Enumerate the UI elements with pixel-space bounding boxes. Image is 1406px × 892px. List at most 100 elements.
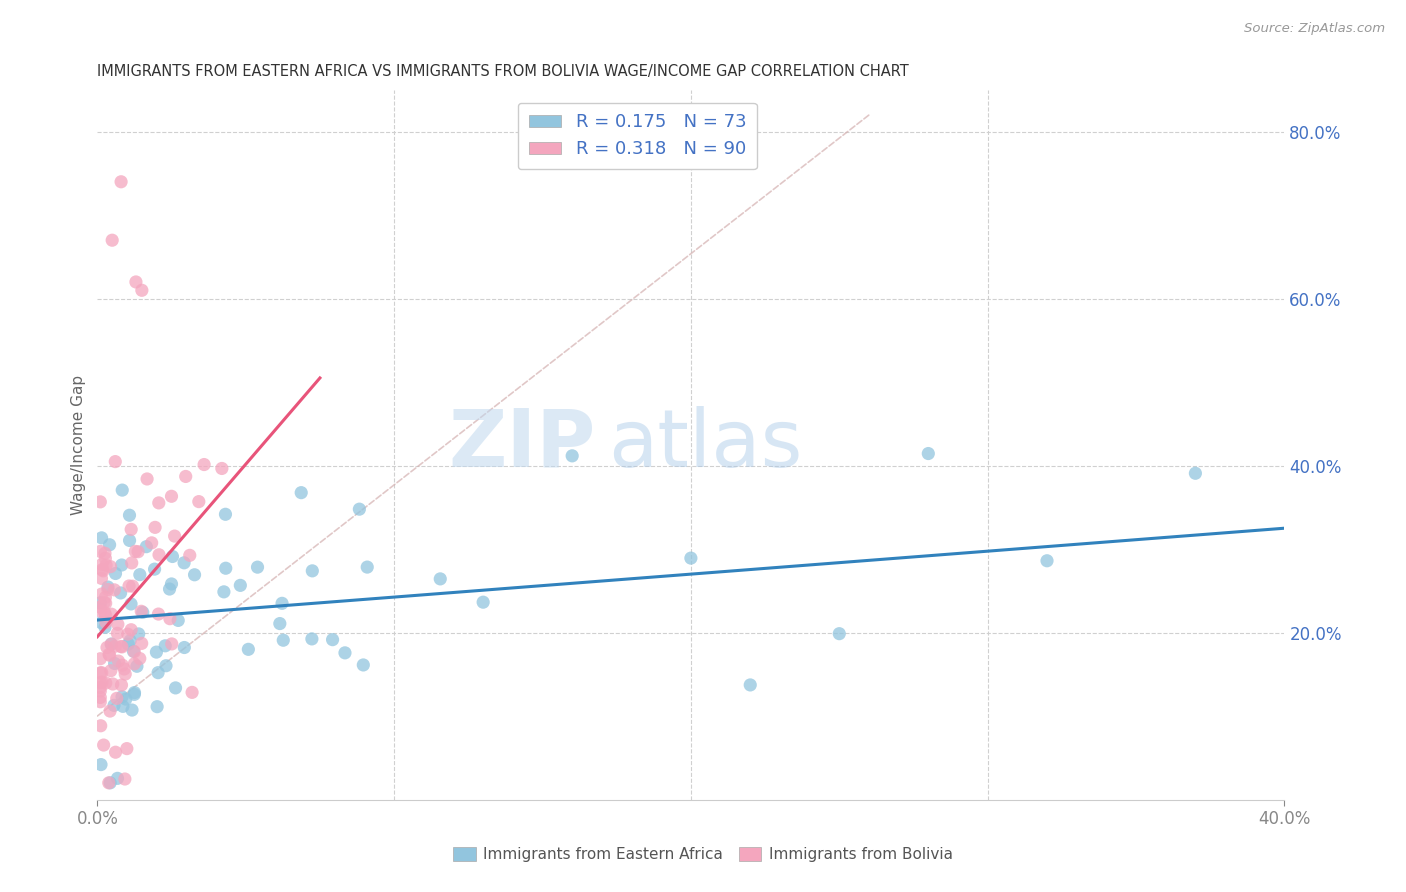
Point — [181, 685, 204, 699]
Point — [100, 637, 122, 651]
Point — [107, 617, 129, 632]
Point — [1036, 554, 1059, 568]
Point — [89, 665, 111, 680]
Point — [90, 719, 112, 733]
Text: Source: ZipAtlas.com: Source: ZipAtlas.com — [1244, 22, 1385, 36]
Point — [160, 637, 183, 651]
Point — [91, 564, 114, 578]
Point — [561, 449, 583, 463]
Point — [173, 556, 195, 570]
Point — [89, 690, 111, 705]
Point — [93, 606, 115, 620]
Point — [120, 523, 142, 537]
Point — [120, 623, 142, 637]
Point — [111, 558, 134, 572]
Point — [124, 657, 146, 671]
Point — [90, 665, 112, 680]
Y-axis label: Wage/Income Gap: Wage/Income Gap — [72, 375, 86, 515]
Point — [165, 681, 187, 695]
Point — [93, 738, 115, 752]
Point — [91, 558, 114, 572]
Point — [104, 657, 127, 671]
Point — [101, 677, 124, 691]
Point — [110, 678, 132, 692]
Point — [103, 698, 125, 713]
Point — [159, 612, 181, 626]
Point — [146, 699, 169, 714]
Point — [193, 458, 215, 472]
Point — [90, 531, 112, 545]
Point — [103, 582, 125, 597]
Point — [89, 695, 111, 709]
Point — [155, 658, 177, 673]
Point — [89, 495, 111, 509]
Point — [111, 640, 134, 654]
Point — [128, 567, 150, 582]
Point — [301, 564, 323, 578]
Point — [97, 582, 120, 597]
Point — [120, 597, 142, 611]
Point — [94, 546, 117, 560]
Point — [828, 626, 851, 640]
Point — [356, 560, 378, 574]
Point — [98, 776, 121, 790]
Legend: Immigrants from Eastern Africa, Immigrants from Bolivia: Immigrants from Eastern Africa, Immigran… — [447, 841, 959, 868]
Point — [271, 633, 294, 648]
Point — [290, 485, 312, 500]
Point — [183, 567, 205, 582]
Point — [105, 626, 128, 640]
Point — [148, 496, 170, 510]
Point — [94, 591, 117, 605]
Point — [122, 644, 145, 658]
Point — [89, 684, 111, 698]
Point — [125, 659, 148, 673]
Point — [111, 690, 134, 704]
Point — [301, 632, 323, 646]
Point — [352, 657, 374, 672]
Point — [90, 757, 112, 772]
Point — [174, 469, 197, 483]
Point — [98, 704, 121, 718]
Point — [269, 616, 291, 631]
Point — [131, 636, 153, 650]
Point — [97, 776, 120, 790]
Point — [104, 454, 127, 468]
Point — [124, 645, 146, 659]
Point — [124, 687, 146, 701]
Point — [94, 615, 117, 630]
Point — [89, 596, 111, 610]
Point — [211, 461, 233, 475]
Point — [96, 640, 118, 655]
Point — [229, 578, 252, 592]
Point — [238, 642, 260, 657]
Point — [90, 587, 112, 601]
Legend: R = 0.175   N = 73, R = 0.318   N = 90: R = 0.175 N = 73, R = 0.318 N = 90 — [517, 103, 756, 169]
Point — [100, 637, 122, 651]
Point — [214, 508, 236, 522]
Point — [118, 579, 141, 593]
Point — [187, 494, 209, 508]
Point — [89, 604, 111, 618]
Point — [121, 579, 143, 593]
Point — [97, 580, 120, 594]
Point — [162, 549, 184, 564]
Point — [94, 676, 117, 690]
Point — [271, 596, 294, 610]
Point — [98, 538, 121, 552]
Point — [146, 665, 169, 680]
Point — [148, 607, 170, 621]
Point — [94, 608, 117, 623]
Point — [155, 639, 177, 653]
Point — [100, 607, 122, 622]
Point — [212, 585, 235, 599]
Point — [98, 648, 121, 663]
Point — [94, 558, 117, 573]
Point — [141, 536, 163, 550]
Point — [322, 632, 344, 647]
Point — [160, 577, 183, 591]
Point — [167, 614, 190, 628]
Point — [89, 681, 111, 695]
Point — [173, 640, 195, 655]
Point — [124, 544, 146, 558]
Point — [143, 520, 166, 534]
